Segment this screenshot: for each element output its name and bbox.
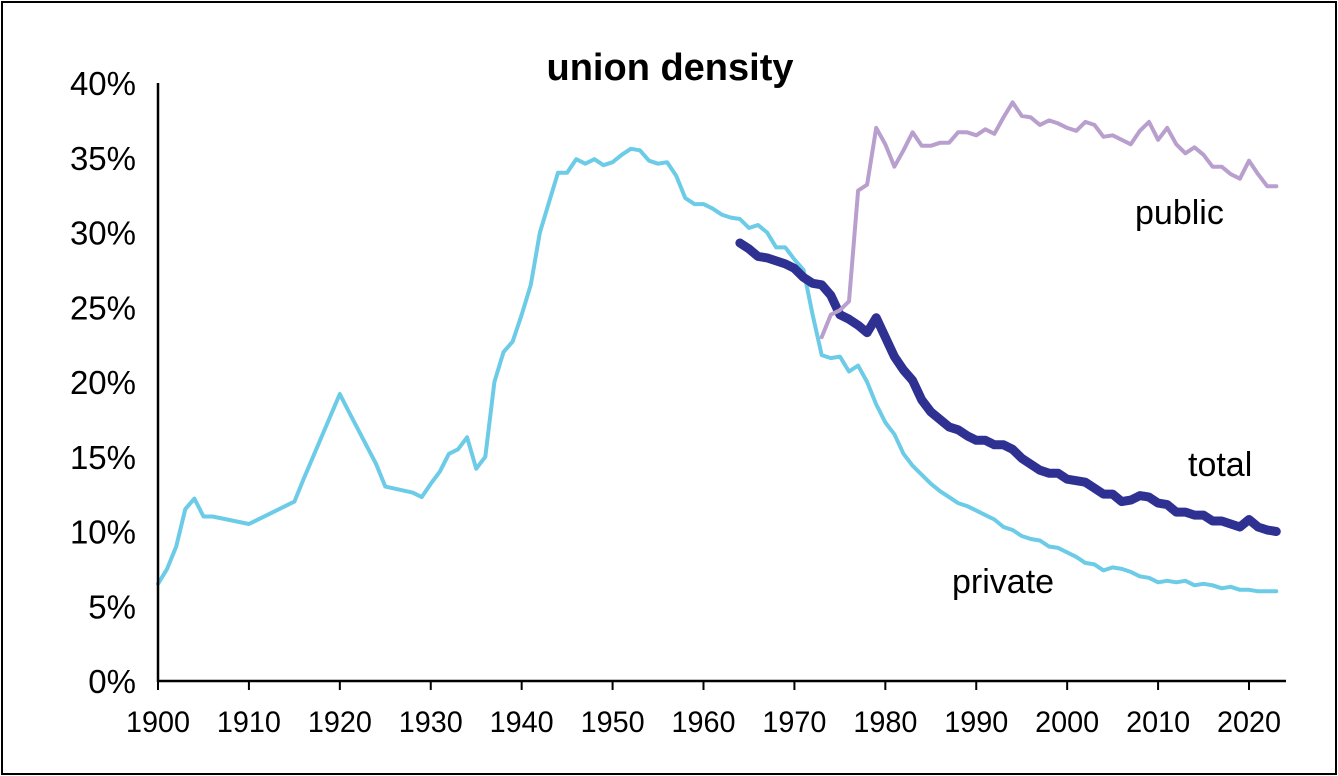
y-tick-label: 5% <box>88 588 136 625</box>
x-tick-label: 1950 <box>581 706 645 739</box>
chart-title: union density <box>547 47 794 89</box>
y-tick-label: 30% <box>70 215 136 252</box>
x-tick-label: 1990 <box>944 706 1008 739</box>
x-tick-label: 1930 <box>399 706 463 739</box>
series-line-total <box>735 238 1281 536</box>
label-total: total <box>1188 446 1252 484</box>
y-tick-label: 35% <box>70 140 136 177</box>
x-tick-label: 1960 <box>672 706 736 739</box>
label-private: private <box>952 563 1054 601</box>
y-tick-label: 15% <box>70 439 136 476</box>
y-tick-label: 0% <box>88 663 136 700</box>
x-tick-label: 2010 <box>1126 706 1190 739</box>
x-tick-label: 2000 <box>1035 706 1099 739</box>
x-tick-label: 1970 <box>762 706 826 739</box>
y-tick-label: 40% <box>70 65 136 102</box>
x-tick-label: 1980 <box>853 706 917 739</box>
label-public: public <box>1135 194 1224 232</box>
x-tick-label: 1910 <box>217 706 281 739</box>
x-tick-label: 1920 <box>308 706 372 739</box>
x-tick-label: 1940 <box>490 706 554 739</box>
x-tick-label: 2020 <box>1217 706 1281 739</box>
series-line-public <box>819 100 1279 340</box>
y-tick-label: 10% <box>70 514 136 551</box>
series-line-private <box>156 146 1279 594</box>
y-tick-label: 20% <box>70 364 136 401</box>
y-tick-label: 25% <box>70 289 136 326</box>
x-tick-label: 1900 <box>126 706 190 739</box>
